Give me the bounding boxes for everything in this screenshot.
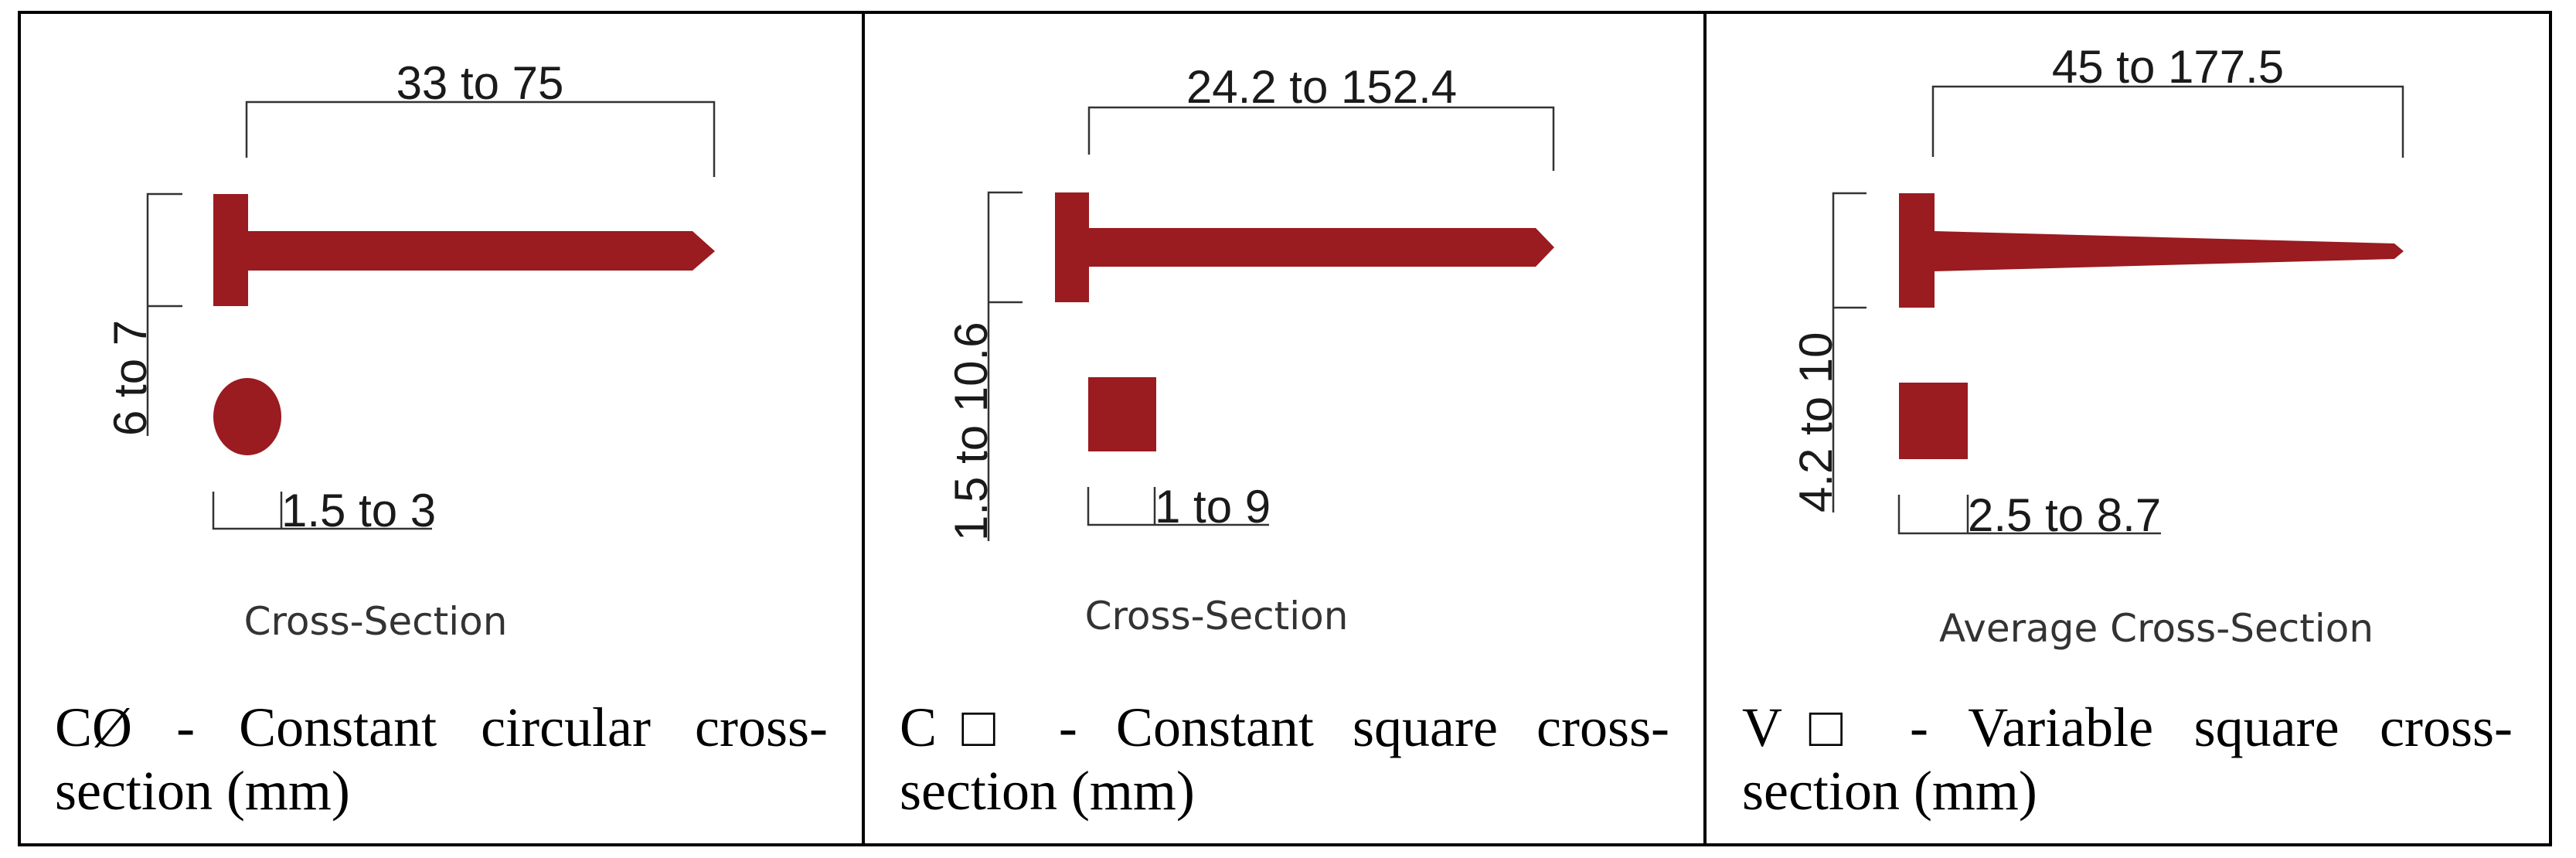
- length-bracket: [1931, 85, 2404, 158]
- panel-constant-square: 24.2 to 152.4 1.5 to 10.6 1 to 9 Cross-S…: [945, 61, 1555, 638]
- length-bracket: [245, 100, 716, 177]
- nail-head: [1899, 193, 1935, 308]
- average-cross-section-label: Average Cross-Section: [1939, 606, 2374, 651]
- caption-line-2: section (mm): [55, 760, 350, 822]
- caption-line-1: V□ - Variable square cross-: [1742, 696, 2513, 758]
- width-bracket: [1897, 495, 2161, 535]
- width-bracket: [1087, 487, 1269, 526]
- width-bracket: [212, 492, 432, 530]
- head-bracket: [987, 191, 1023, 541]
- tapered-nail-shank: [1935, 231, 2404, 271]
- width-label: 1 to 9: [1155, 481, 1271, 533]
- panel-variable-square: 45 to 177.5 4.2 to 10 2.5 to 8.7 Average…: [1790, 41, 2404, 651]
- nail-shank: [1089, 228, 1554, 267]
- caption-line-1: CØ - Constant circular cross-: [55, 696, 828, 758]
- caption-line-1: C□ - Constant square cross-: [900, 696, 1669, 758]
- nail-head: [1055, 192, 1089, 302]
- head-label: 6 to 7: [104, 320, 156, 436]
- length-bracket: [1087, 106, 1555, 171]
- nail-head: [213, 194, 248, 306]
- caption-line-2: section (mm): [1742, 760, 2037, 822]
- head-label: 4.2 to 10: [1790, 332, 1842, 512]
- square-cross-section: [1899, 383, 1968, 459]
- width-label: 1.5 to 3: [281, 485, 436, 536]
- head-bracket: [146, 192, 182, 436]
- caption-line-2: section (mm): [900, 760, 1195, 822]
- square-cross-section: [1088, 377, 1156, 451]
- nail-shank: [248, 231, 715, 271]
- circular-cross-section: [213, 378, 281, 455]
- cross-section-label: Cross-Section: [1085, 594, 1349, 638]
- head-label: 1.5 to 10.6: [945, 322, 997, 541]
- width-label: 2.5 to 8.7: [1968, 489, 2161, 541]
- cross-section-label: Cross-Section: [244, 599, 508, 644]
- length-label: 33 to 75: [396, 57, 564, 109]
- length-label: 24.2 to 152.4: [1186, 61, 1457, 113]
- head-bracket: [1832, 192, 1866, 512]
- outer-border: [18, 11, 2552, 846]
- panel-constant-circular: 33 to 75 6 to 7 1.5 to 3 Cross-Section: [104, 57, 716, 644]
- length-label: 45 to 177.5: [2052, 41, 2284, 93]
